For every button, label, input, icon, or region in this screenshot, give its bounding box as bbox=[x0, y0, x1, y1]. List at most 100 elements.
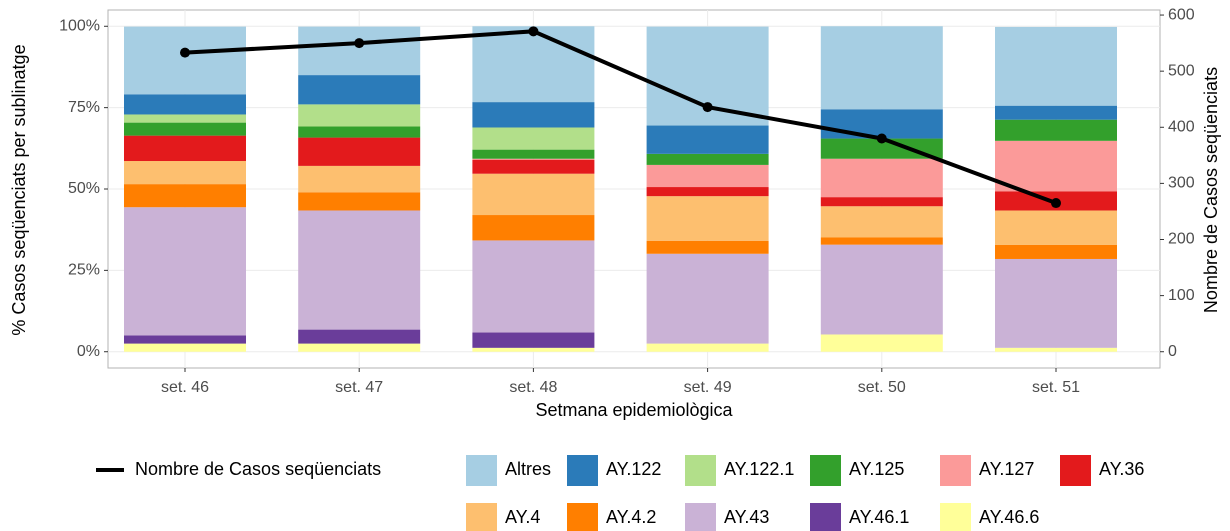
y2-tick-label: 0 bbox=[1168, 343, 1177, 360]
bar-segment bbox=[820, 244, 943, 335]
bar-segment bbox=[820, 138, 943, 159]
bar-segment bbox=[820, 158, 943, 198]
line-point bbox=[876, 133, 887, 144]
bar-segment bbox=[298, 165, 421, 193]
y2-tick-label: 100 bbox=[1168, 287, 1195, 304]
legend-text: AY.4 bbox=[505, 507, 540, 527]
bar-segment bbox=[472, 173, 595, 216]
bar-segment bbox=[124, 184, 246, 208]
legend-text: AY.46.1 bbox=[849, 507, 909, 527]
y-tick-label: 0% bbox=[77, 343, 100, 360]
bar-segment bbox=[646, 253, 769, 344]
bar-segment bbox=[124, 122, 246, 136]
legend-text: Altres bbox=[505, 459, 551, 479]
y-axis-title: % Casos seqüenciats per sublinatge bbox=[9, 44, 29, 335]
line-point bbox=[354, 38, 365, 49]
legend-key bbox=[810, 503, 841, 531]
line-point bbox=[180, 47, 190, 58]
bar-segment bbox=[298, 343, 421, 352]
y2-tick-label: 200 bbox=[1168, 231, 1195, 248]
bar-segment bbox=[472, 332, 595, 348]
bar-segment bbox=[995, 258, 1117, 348]
legend-text: AY.122.1 bbox=[724, 459, 794, 479]
bar-segment bbox=[124, 114, 246, 123]
legend-text: AY.125 bbox=[849, 459, 904, 479]
bar-segment bbox=[472, 127, 595, 150]
bar-segment bbox=[298, 75, 421, 105]
y2-tick-label: 500 bbox=[1168, 62, 1195, 79]
legend-key bbox=[810, 455, 841, 486]
line-point bbox=[528, 26, 539, 37]
bar-segment bbox=[472, 159, 595, 174]
bar-segment bbox=[820, 26, 943, 110]
bar-segment bbox=[298, 210, 421, 330]
bar-segment bbox=[298, 104, 421, 127]
x-tick-label: set. 50 bbox=[858, 379, 906, 396]
line-point bbox=[702, 102, 713, 113]
x-tick-label: set. 48 bbox=[509, 379, 557, 396]
y2-tick-label: 400 bbox=[1168, 118, 1195, 135]
bar-segment bbox=[472, 240, 595, 333]
legend-key bbox=[466, 455, 497, 486]
bar-segment bbox=[646, 196, 769, 241]
bar-segment bbox=[472, 215, 595, 241]
legend-key bbox=[685, 455, 716, 486]
bar-segment bbox=[995, 105, 1117, 120]
legend-text: AY.127 bbox=[979, 459, 1034, 479]
bar-segment bbox=[820, 197, 943, 207]
legend-key bbox=[567, 455, 598, 486]
bar-segment bbox=[995, 140, 1117, 192]
bar-segment bbox=[124, 94, 246, 115]
bar-segment bbox=[646, 164, 769, 188]
x-tick-label: set. 51 bbox=[1032, 379, 1080, 396]
bar-segment bbox=[646, 153, 769, 165]
y2-tick-label: 300 bbox=[1168, 175, 1195, 192]
bar-segment bbox=[298, 126, 421, 138]
bar-segment bbox=[995, 26, 1117, 106]
line bbox=[184, 29, 1057, 205]
legend-key bbox=[567, 503, 598, 531]
bar-segment bbox=[298, 137, 421, 166]
bar-segment bbox=[124, 343, 246, 352]
bar-segment bbox=[820, 206, 943, 238]
bar-segment bbox=[124, 161, 246, 185]
bar-segment bbox=[472, 102, 595, 128]
y-tick-label: 75% bbox=[68, 99, 100, 116]
x-tick-label: set. 46 bbox=[161, 379, 209, 396]
legend-key bbox=[1060, 455, 1091, 486]
x-tick-label: set. 47 bbox=[335, 379, 383, 396]
legend-key bbox=[940, 503, 971, 531]
bar-segment bbox=[646, 187, 769, 197]
bar-segment bbox=[995, 244, 1117, 259]
bar-segment bbox=[472, 347, 595, 352]
bar-segment bbox=[298, 192, 421, 211]
bar-segment bbox=[646, 240, 769, 254]
bar-segment bbox=[124, 207, 246, 336]
bar-segment bbox=[472, 158, 595, 160]
x-axis-title: Setmana epidemiològica bbox=[535, 400, 733, 420]
bar-segment bbox=[472, 26, 595, 103]
bar-segment bbox=[995, 119, 1117, 141]
bar-segment bbox=[820, 237, 943, 245]
bar-segment bbox=[298, 329, 421, 344]
bar-segment bbox=[646, 125, 769, 154]
bar-segment bbox=[124, 135, 246, 162]
bar-segment bbox=[995, 347, 1117, 352]
x-tick-label: set. 49 bbox=[684, 379, 732, 396]
legend-text: AY.43 bbox=[724, 507, 769, 527]
y-tick-label: 25% bbox=[68, 262, 100, 279]
legend-text: AY.122 bbox=[606, 459, 661, 479]
bar-segment bbox=[820, 334, 943, 352]
y-tick-label: 100% bbox=[59, 17, 100, 34]
y2-axis-title: Nombre de Casos seqüenciats bbox=[1201, 67, 1221, 313]
legend-text: AY.46.6 bbox=[979, 507, 1039, 527]
legend-text: Nombre de Casos seqüenciats bbox=[135, 459, 381, 479]
legend-key bbox=[466, 503, 497, 531]
y2-tick-label: 600 bbox=[1168, 6, 1195, 23]
legend-key bbox=[685, 503, 716, 531]
bar-segment bbox=[472, 149, 595, 159]
line-point bbox=[1051, 198, 1061, 209]
bar-segment bbox=[124, 335, 246, 344]
y-tick-label: 50% bbox=[68, 180, 100, 197]
